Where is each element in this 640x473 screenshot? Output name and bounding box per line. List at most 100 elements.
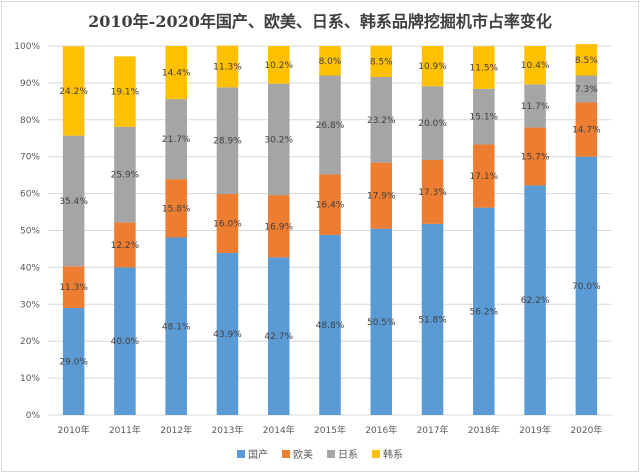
y-axis: 0% 10% 20% 30% 40% 50% 60% 70% 80% 90% 100% <box>14 42 40 421</box>
chart-title: 2010年-2020年国产、欧美、日系、韩系品牌挖掘机市占率变化 <box>88 12 552 31</box>
bar-segment <box>267 83 290 196</box>
bar-segment <box>216 253 239 415</box>
data-label: 11.7% <box>521 102 550 112</box>
x-tick-label: 2017年 <box>417 424 449 436</box>
legend-item: 日系 <box>327 446 358 461</box>
x-tick-label: 2019年 <box>519 424 551 436</box>
data-label: 35.4% <box>59 197 88 207</box>
bar-segment <box>114 267 136 415</box>
data-label: 40.0% <box>111 337 140 347</box>
data-label: 43.9% <box>213 330 242 340</box>
bar-segment <box>267 257 290 415</box>
data-label: 8.5% <box>575 56 598 66</box>
bar-segment <box>473 88 495 145</box>
data-label: 10.9% <box>418 62 447 72</box>
legend-item: 欧美 <box>282 446 313 461</box>
data-label: 16.9% <box>264 222 293 232</box>
data-label: 56.2% <box>470 307 499 317</box>
legend-label: 日系 <box>338 450 358 461</box>
data-label: 11.3% <box>213 62 242 72</box>
bar-segment <box>216 45 239 88</box>
bar-segment <box>216 193 239 254</box>
y-tick-label: 80% <box>20 116 40 126</box>
legend-item: 韩系 <box>372 446 403 461</box>
x-tick-label: 2012年 <box>160 424 192 436</box>
bar-segment <box>114 56 136 127</box>
x-tick-label: 2015年 <box>314 424 346 436</box>
data-label: 15.1% <box>470 113 499 123</box>
y-tick-label: 70% <box>20 153 40 163</box>
bar-segment <box>267 195 290 258</box>
bar-segment <box>524 46 546 85</box>
y-tick-label: 30% <box>20 300 40 310</box>
data-label: 48.1% <box>162 322 191 332</box>
bar-segment <box>62 266 85 308</box>
legend-item: 国产 <box>237 446 268 461</box>
data-label: 14.7% <box>572 126 601 136</box>
y-tick-label: 90% <box>20 79 40 89</box>
bar-segment <box>62 46 85 136</box>
x-tick-label: 2020年 <box>570 424 602 436</box>
bar-segment <box>473 46 495 89</box>
data-label: 14.4% <box>162 69 191 79</box>
data-label: 42.7% <box>264 332 293 342</box>
y-tick-label: 40% <box>20 263 40 273</box>
data-label: 48.8% <box>316 321 345 331</box>
x-tick-label: 2011年 <box>109 424 141 436</box>
data-label: 17.3% <box>418 188 447 198</box>
bar-segment <box>575 102 598 157</box>
bar-segment <box>575 156 598 415</box>
data-label: 23.2% <box>367 116 396 126</box>
bar-segment <box>421 223 444 415</box>
bar-segment <box>370 76 393 163</box>
bar-segment <box>473 144 495 208</box>
legend-label: 韩系 <box>383 450 403 461</box>
data-label: 25.9% <box>111 171 140 181</box>
data-label: 51.8% <box>418 315 447 325</box>
bar-segment <box>319 75 341 175</box>
data-label: 15.8% <box>162 204 191 214</box>
x-tick-label: 2010年 <box>58 424 90 436</box>
data-label: 11.3% <box>59 283 88 293</box>
data-label: 8.5% <box>370 57 393 67</box>
bar-segment <box>421 160 444 224</box>
y-tick-label: 60% <box>20 190 40 200</box>
data-label: 70.0% <box>572 282 601 292</box>
data-label: 29.0% <box>59 357 88 367</box>
data-label: 10.2% <box>264 61 293 71</box>
data-label: 8.0% <box>319 57 342 67</box>
bar-segment <box>370 228 393 415</box>
bar-segment <box>524 84 546 128</box>
data-labels: 29.0% 11.3% 35.4% 24.2% 40.0% 12.2% 25.9% 19.1%… <box>59 56 601 368</box>
data-label: 12.2% <box>111 241 140 251</box>
data-label: 10.4% <box>521 61 550 71</box>
bar-segment <box>114 222 136 268</box>
data-label: 17.9% <box>367 192 396 202</box>
bar-segment <box>62 135 85 267</box>
y-tick-label: 0% <box>26 411 41 421</box>
data-label: 24.2% <box>59 87 88 97</box>
bar-segment <box>216 87 239 194</box>
bar-segment <box>370 162 393 229</box>
data-label: 15.7% <box>521 153 550 163</box>
data-label: 28.9% <box>213 137 242 147</box>
x-tick-label: 2018年 <box>468 424 500 436</box>
bar-segment <box>421 46 444 87</box>
y-tick-label: 20% <box>20 337 40 347</box>
bar-segment <box>524 127 546 186</box>
data-label: 16.0% <box>213 219 242 229</box>
legend-label: 欧美 <box>293 450 313 461</box>
bars <box>62 44 598 415</box>
bar-segment <box>473 207 495 415</box>
data-label: 62.2% <box>521 296 550 306</box>
x-tick-label: 2014年 <box>263 424 295 436</box>
bar-segment <box>165 99 187 180</box>
bar-segment <box>575 44 598 76</box>
bar-segment <box>319 234 341 415</box>
bar-segment <box>165 179 187 238</box>
bar-segment <box>62 307 85 415</box>
y-tick-label: 10% <box>20 374 40 384</box>
legend: 国产 欧美 日系 韩系 <box>0 446 640 461</box>
legend-swatch <box>327 449 335 458</box>
